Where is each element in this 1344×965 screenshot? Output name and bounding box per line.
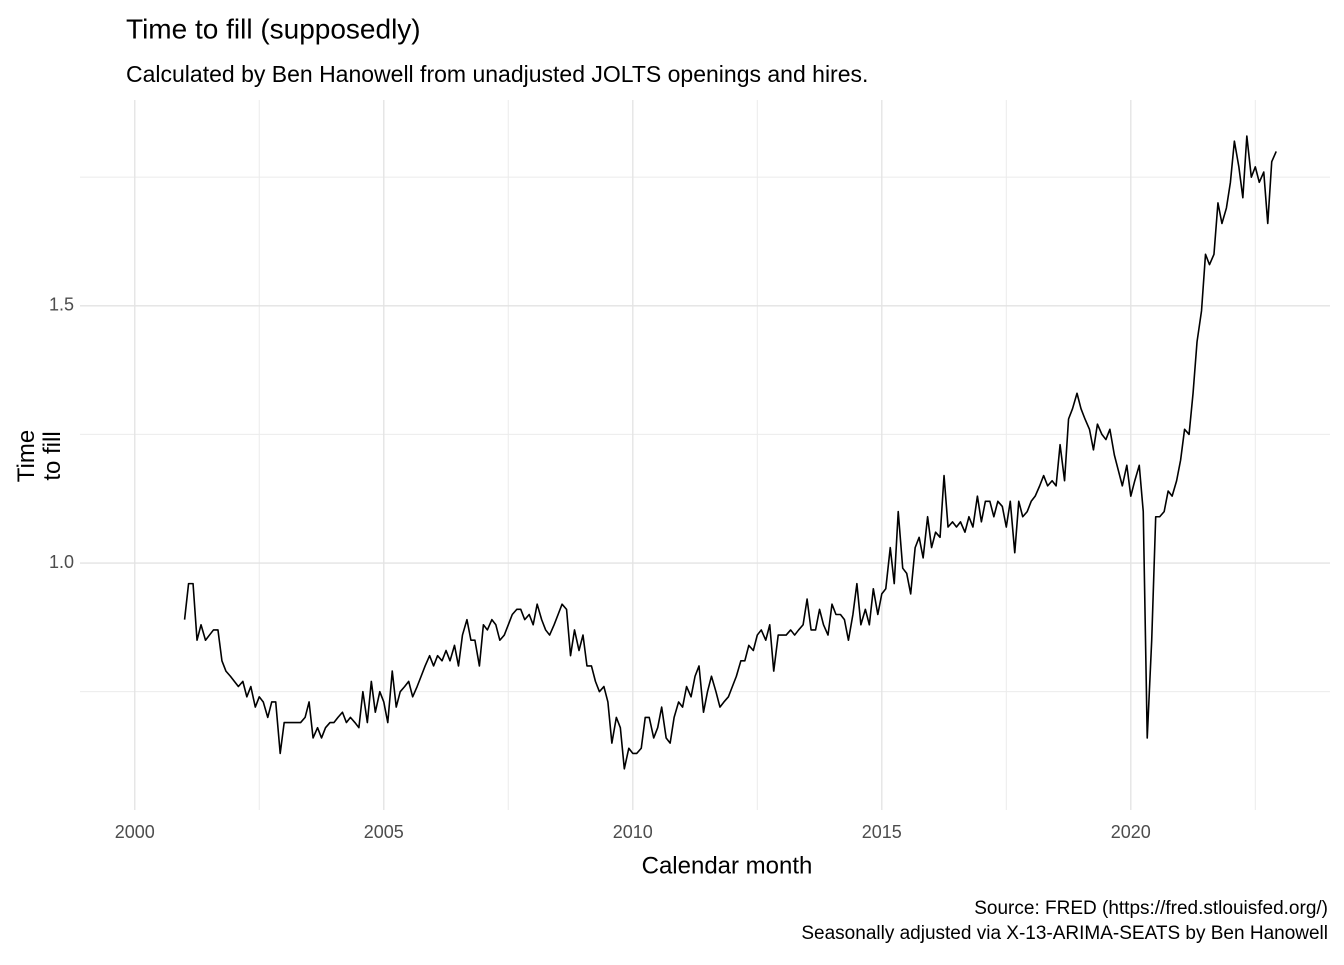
- chart-subtitle: Calculated by Ben Hanowell from unadjust…: [126, 61, 868, 87]
- y-tick-label: 1.5: [49, 295, 74, 315]
- y-tick-label: 1.0: [49, 552, 74, 572]
- x-axis-title: Calendar month: [642, 852, 813, 879]
- x-tick-label: 2020: [1111, 822, 1151, 842]
- caption: Seasonally adjusted via X-13-ARIMA-SEATS…: [801, 923, 1328, 944]
- y-axis-title: Timeto fill: [13, 430, 66, 482]
- x-tick-label: 2010: [613, 822, 653, 842]
- data-line: [183, 135, 1277, 770]
- caption: Source: FRED (https://fred.stlouisfed.or…: [974, 898, 1328, 919]
- x-tick-label: 2000: [115, 822, 155, 842]
- x-tick-label: 2005: [364, 822, 404, 842]
- chart-title: Time to fill (supposedly): [126, 13, 421, 44]
- x-tick-label: 2015: [862, 822, 902, 842]
